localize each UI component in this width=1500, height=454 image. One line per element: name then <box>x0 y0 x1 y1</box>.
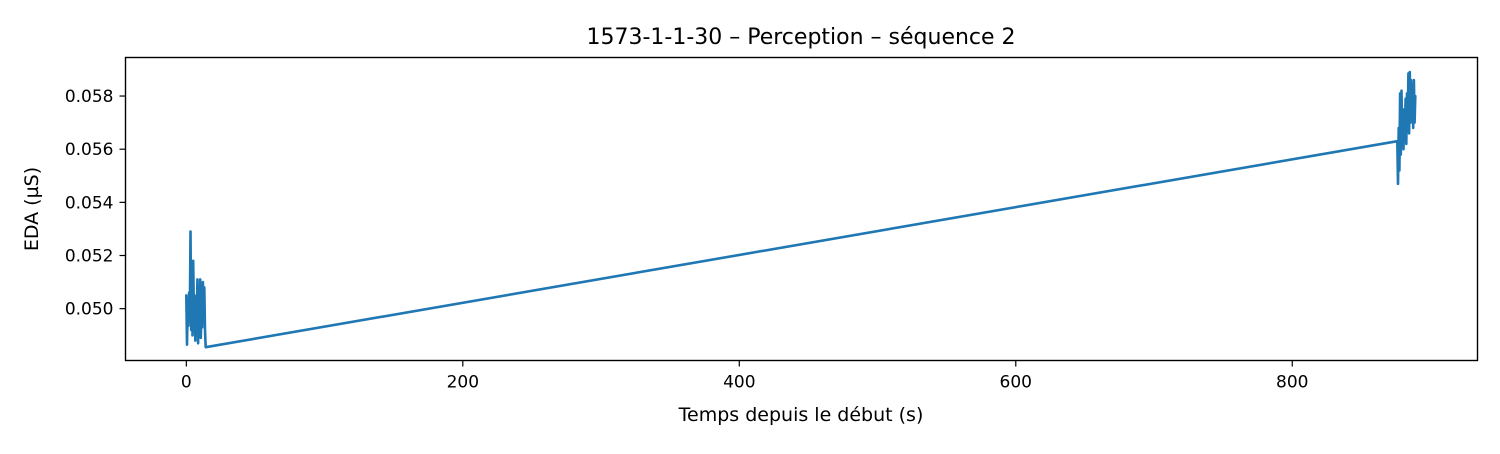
x-tick-label: 0 <box>181 373 192 393</box>
x-tick-label: 400 <box>723 373 755 393</box>
y-tick-label: 0.052 <box>65 247 114 267</box>
y-axis-ticks: 0.050 0.052 0.054 0.056 0.058 <box>65 87 126 320</box>
plot-area <box>185 70 1417 349</box>
chart-title: 1573-1-1-30 – Perception – séquence 2 <box>586 25 1015 50</box>
x-tick-label: 800 <box>1276 373 1308 393</box>
series-line-eda <box>185 70 1417 349</box>
plot-frame <box>124 56 1479 362</box>
y-tick-label: 0.056 <box>65 140 114 160</box>
y-axis-label: EDA (µS) <box>21 167 43 251</box>
x-axis-ticks: 0 200 400 600 800 <box>181 360 1308 393</box>
y-tick-label: 0.054 <box>65 193 114 213</box>
x-tick-label: 200 <box>447 373 479 393</box>
y-tick-label: 0.058 <box>65 87 114 107</box>
x-tick-label: 600 <box>1000 373 1032 393</box>
y-tick-label: 0.050 <box>65 300 114 320</box>
x-axis-label: Temps depuis le début (s) <box>678 404 924 426</box>
